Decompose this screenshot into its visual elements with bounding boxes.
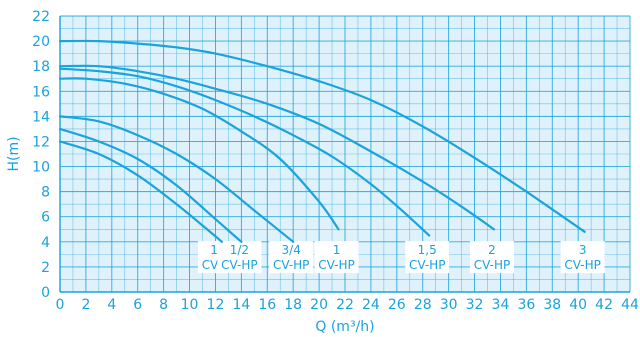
curve-label-box bbox=[314, 241, 359, 274]
x-tick-label: 0 bbox=[56, 297, 65, 313]
y-tick-label: 14 bbox=[32, 109, 50, 125]
curve-label-model: CV-HP bbox=[273, 258, 309, 272]
x-tick-label: 30 bbox=[440, 297, 458, 313]
x-tick-label: 4 bbox=[107, 297, 116, 313]
pump-curve bbox=[58, 64, 496, 231]
x-tick-label: 14 bbox=[232, 297, 250, 313]
curve-label-size: 1/2 bbox=[230, 243, 249, 257]
y-tick-label: 2 bbox=[41, 260, 50, 276]
pump-curve bbox=[58, 67, 431, 237]
x-tick-label: 6 bbox=[133, 297, 142, 313]
x-tick-label: 16 bbox=[258, 297, 276, 313]
curve-label-box bbox=[405, 241, 450, 274]
y-tick-labels: 0 2 4 6 8 10 12 14 16 18 20 22 bbox=[32, 9, 50, 301]
x-tick-label: 8 bbox=[159, 297, 168, 313]
y-tick-label: 0 bbox=[41, 285, 50, 301]
x-tick-label: 24 bbox=[362, 297, 380, 313]
x-tick-label: 10 bbox=[181, 297, 199, 313]
x-tick-label: 34 bbox=[492, 297, 510, 313]
curve-label-size: 3/4 bbox=[282, 243, 301, 257]
pump-curve bbox=[58, 77, 340, 231]
x-tick-label: 22 bbox=[336, 297, 354, 313]
curve-label-model: CV-HP bbox=[474, 258, 510, 272]
curve-labels: 1/3CV-HP1/2CV-HP3/4CV-HP1CV-HP1,5CV-HP2C… bbox=[197, 241, 605, 274]
curve-label-model: CV-HP bbox=[221, 258, 257, 272]
x-tick-labels: 0 2 4 6 8 10 12 14 16 18 20 22 24 26 28 30 32 34 36 38 40 42 4… bbox=[56, 297, 639, 313]
y-tick-label: 16 bbox=[32, 84, 50, 100]
x-tick-label: 12 bbox=[207, 297, 225, 313]
x-tick-label: 26 bbox=[388, 297, 406, 313]
x-tick-label: 2 bbox=[81, 297, 90, 313]
y-tick-label: 10 bbox=[32, 160, 50, 176]
pump-curve bbox=[58, 115, 295, 243]
y-tick-label: 18 bbox=[32, 59, 50, 75]
y-tick-label: 22 bbox=[32, 9, 50, 25]
curve-label-box bbox=[469, 241, 514, 274]
curve-label-size: 1,5 bbox=[418, 243, 437, 257]
curve-label-model: CV-HP bbox=[409, 258, 445, 272]
y-tick-label: 12 bbox=[32, 134, 50, 150]
y-tick-label: 4 bbox=[41, 235, 50, 251]
x-tick-label: 38 bbox=[543, 297, 561, 313]
x-tick-label: 42 bbox=[595, 297, 613, 313]
curve-label-box bbox=[269, 241, 314, 274]
x-tick-label: 32 bbox=[466, 297, 484, 313]
x-tick-label: 28 bbox=[414, 297, 432, 313]
curve-label-box bbox=[560, 241, 605, 274]
y-tick-label: 20 bbox=[32, 34, 50, 50]
curve-label-size: 3 bbox=[579, 243, 587, 257]
x-tick-label: 36 bbox=[517, 297, 535, 313]
x-tick-label: 40 bbox=[569, 297, 587, 313]
y-tick-label: 8 bbox=[41, 185, 50, 201]
y-tick-label: 6 bbox=[41, 210, 50, 226]
pump-curve bbox=[58, 140, 223, 243]
x-tick-label: 20 bbox=[310, 297, 328, 313]
curve-label-size: 2 bbox=[488, 243, 496, 257]
x-tick-label: 18 bbox=[284, 297, 302, 313]
curves bbox=[58, 39, 586, 243]
pump-curve bbox=[58, 39, 586, 233]
curve-label-model: CV-HP bbox=[564, 258, 600, 272]
x-axis-title: Q (m³/h) bbox=[315, 319, 374, 335]
curve-label-model: CV-HP bbox=[318, 258, 354, 272]
y-axis-title: H(m) bbox=[6, 136, 22, 171]
x-tick-label: 44 bbox=[621, 297, 639, 313]
curve-label-box bbox=[217, 241, 262, 274]
pump-curve bbox=[58, 127, 243, 243]
curve-label-size: 1 bbox=[333, 243, 341, 257]
